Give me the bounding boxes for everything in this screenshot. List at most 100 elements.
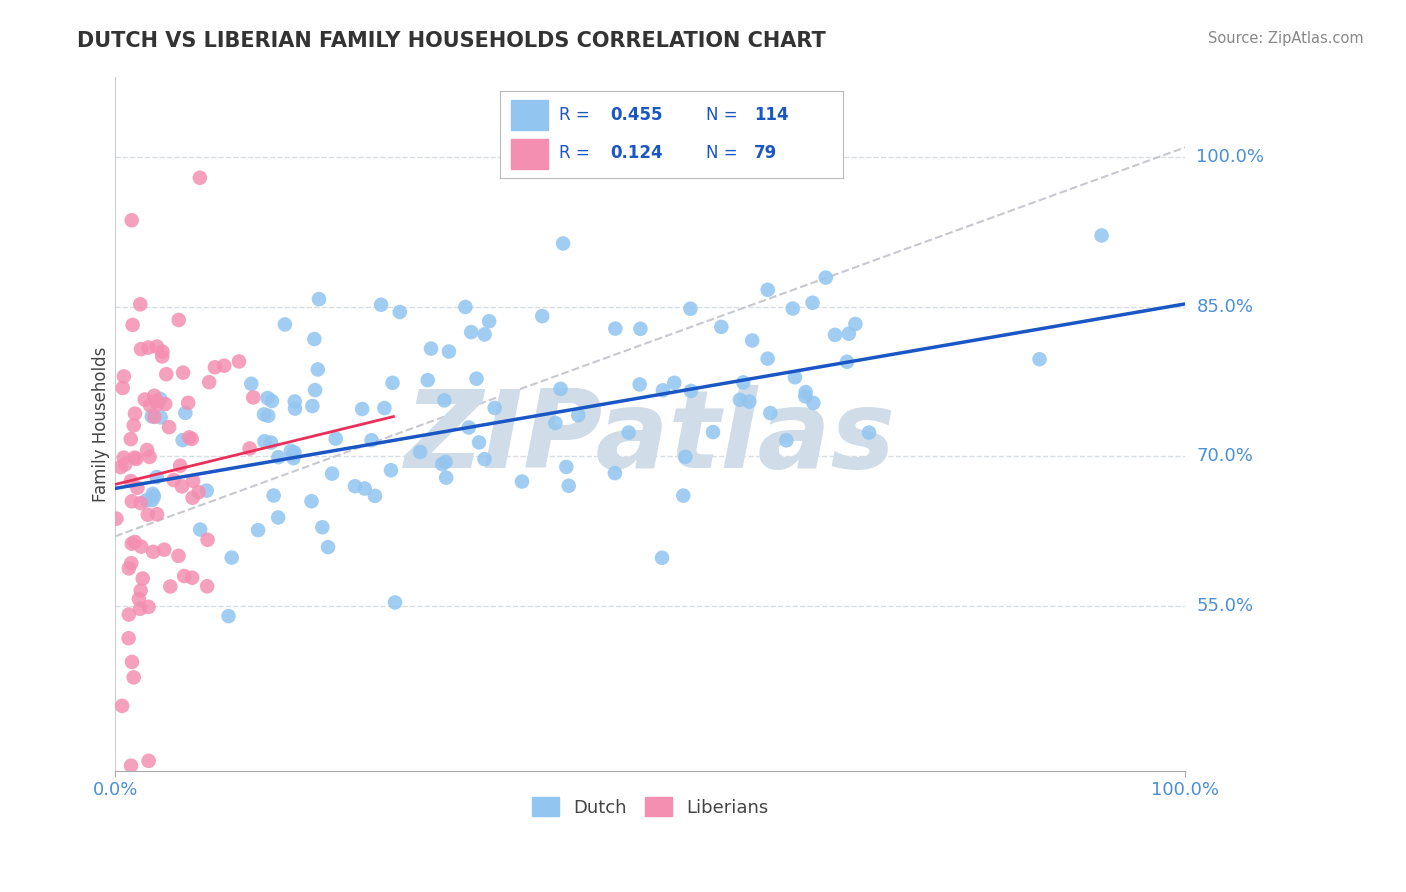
Point bbox=[311, 520, 333, 534]
Point bbox=[239, 442, 262, 456]
Point bbox=[430, 457, 453, 471]
Legend: Dutch, Liberians: Dutch, Liberians bbox=[524, 790, 776, 824]
Point bbox=[510, 475, 533, 489]
Point bbox=[416, 373, 439, 387]
Point bbox=[679, 301, 702, 316]
Point bbox=[163, 473, 186, 487]
Point bbox=[738, 394, 761, 409]
Point bbox=[125, 451, 148, 466]
Point bbox=[478, 314, 501, 328]
Point bbox=[155, 397, 177, 411]
Point bbox=[129, 583, 152, 598]
Point bbox=[141, 493, 163, 508]
Point bbox=[180, 432, 202, 446]
Point bbox=[135, 493, 157, 508]
Point bbox=[283, 445, 305, 459]
Point bbox=[673, 450, 696, 464]
Point bbox=[124, 407, 146, 421]
Point bbox=[420, 342, 443, 356]
Point bbox=[304, 383, 326, 397]
Point bbox=[794, 385, 817, 400]
Point bbox=[129, 297, 152, 311]
Point bbox=[145, 470, 167, 484]
Point bbox=[838, 326, 860, 341]
Point bbox=[187, 485, 209, 500]
Point bbox=[267, 510, 290, 524]
Point bbox=[212, 359, 235, 373]
Point bbox=[630, 322, 652, 336]
Point bbox=[301, 494, 323, 508]
Point bbox=[280, 443, 302, 458]
Point bbox=[228, 354, 250, 368]
Point bbox=[434, 470, 457, 484]
Point bbox=[198, 375, 221, 389]
Point bbox=[824, 327, 846, 342]
Point bbox=[127, 481, 149, 495]
Point bbox=[454, 300, 477, 314]
Point bbox=[384, 595, 406, 609]
Point bbox=[484, 401, 506, 415]
Point bbox=[557, 479, 579, 493]
Point bbox=[617, 425, 640, 440]
Point bbox=[172, 366, 194, 380]
Point bbox=[134, 392, 156, 407]
Point bbox=[159, 579, 181, 593]
Point bbox=[457, 420, 479, 434]
Point bbox=[195, 483, 218, 498]
Point bbox=[437, 344, 460, 359]
Point bbox=[260, 394, 283, 409]
Text: 70.0%: 70.0% bbox=[1197, 448, 1253, 466]
Point bbox=[155, 368, 177, 382]
Point bbox=[181, 571, 204, 585]
Point bbox=[129, 342, 152, 356]
Point bbox=[120, 432, 142, 446]
Point bbox=[142, 489, 165, 503]
Point bbox=[468, 435, 491, 450]
Point bbox=[172, 433, 194, 447]
Point bbox=[120, 556, 142, 570]
Point bbox=[388, 305, 411, 319]
Point bbox=[364, 489, 387, 503]
Point bbox=[121, 537, 143, 551]
Point bbox=[157, 420, 180, 434]
Point bbox=[174, 406, 197, 420]
Point bbox=[240, 376, 263, 391]
Point bbox=[702, 425, 724, 439]
Point bbox=[433, 393, 456, 408]
Point bbox=[301, 399, 323, 413]
Point bbox=[195, 579, 218, 593]
Point bbox=[325, 432, 347, 446]
Point bbox=[360, 434, 382, 448]
Text: DUTCH VS LIBERIAN FAMILY HOUSEHOLDS CORRELATION CHART: DUTCH VS LIBERIAN FAMILY HOUSEHOLDS CORR… bbox=[77, 31, 827, 51]
Point bbox=[304, 332, 326, 346]
Point bbox=[170, 479, 193, 493]
Point bbox=[188, 523, 211, 537]
Point bbox=[110, 460, 132, 475]
Point bbox=[122, 418, 145, 433]
Point bbox=[121, 494, 143, 508]
Point bbox=[138, 450, 160, 464]
Point bbox=[783, 370, 806, 384]
Point bbox=[153, 542, 176, 557]
Point bbox=[141, 409, 163, 424]
Point bbox=[121, 213, 143, 227]
Point bbox=[152, 344, 174, 359]
Point bbox=[256, 391, 278, 405]
Point bbox=[283, 451, 305, 466]
Point bbox=[120, 758, 142, 772]
Point bbox=[146, 507, 169, 521]
Point bbox=[605, 321, 627, 335]
Point bbox=[679, 384, 702, 398]
Point bbox=[129, 540, 152, 554]
Point bbox=[283, 447, 305, 461]
Point bbox=[343, 479, 366, 493]
Point bbox=[112, 369, 135, 384]
Point bbox=[756, 283, 779, 297]
Point bbox=[460, 325, 482, 339]
Point bbox=[169, 458, 191, 473]
Point bbox=[284, 394, 307, 409]
Point bbox=[177, 396, 200, 410]
Point bbox=[197, 533, 219, 547]
Point bbox=[121, 318, 143, 332]
Point bbox=[188, 170, 211, 185]
